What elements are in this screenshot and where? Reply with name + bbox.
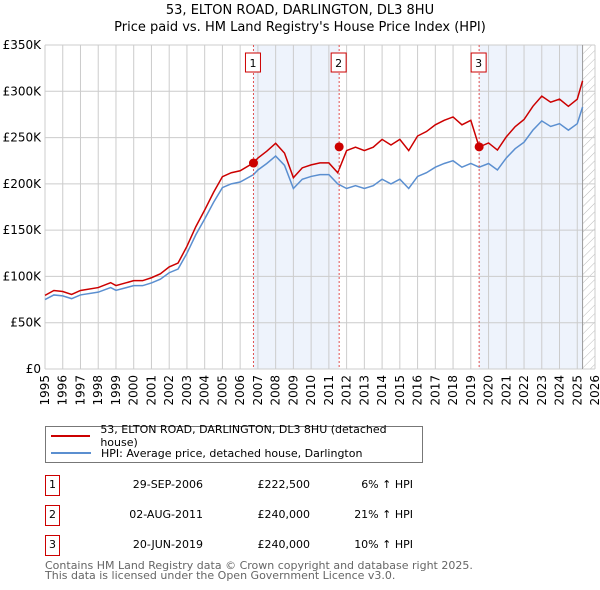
- x-tick-label: 2000: [127, 375, 141, 406]
- sale-marker-badge: 3: [45, 535, 60, 556]
- sale-date: 02-AUG-2011: [129, 508, 203, 521]
- footer-line-1: Contains HM Land Registry data © Crown c…: [45, 559, 473, 572]
- x-tick-label: 2003: [180, 375, 194, 406]
- x-tick-label: 2006: [233, 375, 247, 406]
- sale-point: [248, 158, 258, 168]
- chart-subtitle: Price paid vs. HM Land Registry's House …: [114, 20, 486, 35]
- x-tick-label: 2018: [446, 375, 460, 406]
- x-tick-label: 2001: [144, 375, 158, 406]
- x-tick-label: 2007: [251, 375, 265, 406]
- sale-label: 1: [249, 57, 256, 70]
- sale-marker-badge: 1: [45, 475, 60, 496]
- legend-price-label: 53, ELTON ROAD, DARLINGTON, DL3 8HU (det…: [100, 423, 387, 449]
- chart-title: 53, ELTON ROAD, DARLINGTON, DL3 8HU: [165, 3, 435, 18]
- legend-hpi-swatch: [51, 452, 91, 454]
- y-tick-label: £300K: [3, 84, 43, 98]
- x-tick-label: 1995: [38, 375, 52, 406]
- legend-price-swatch: [51, 435, 91, 437]
- sale-row: 3 20-JUN-2019 £240,000 10% ↑ HPI: [45, 535, 465, 557]
- x-tick-label: 2005: [215, 375, 229, 406]
- x-tick-label: 1997: [73, 375, 87, 406]
- future-hatch: [582, 45, 595, 369]
- sale-date: 29-SEP-2006: [132, 478, 203, 491]
- x-tick-label: 2002: [162, 375, 176, 406]
- sale-marker-badge: 2: [45, 505, 60, 526]
- sale-hpi-change: 21% ↑ HPI: [354, 508, 413, 521]
- x-tick-label: 2023: [535, 375, 549, 406]
- x-tick-label: 2024: [553, 375, 567, 406]
- sale-point: [334, 142, 344, 152]
- x-tick-label: 2016: [411, 375, 425, 406]
- legend: 53, ELTON ROAD, DARLINGTON, DL3 8HU (det…: [45, 423, 423, 463]
- x-tick-label: 2010: [304, 375, 318, 406]
- x-tick-label: 2026: [588, 375, 600, 406]
- y-tick-label: £100K: [3, 269, 43, 283]
- sale-label-box: [470, 52, 487, 73]
- shaded-period-2: [479, 45, 583, 369]
- x-tick-label: 1998: [91, 375, 105, 406]
- x-tick-label: 2019: [464, 375, 478, 406]
- y-tick-label: £50K: [10, 316, 42, 330]
- x-tick-label: 2014: [375, 375, 389, 406]
- sale-label: 2: [335, 57, 342, 70]
- x-tick-label: 2021: [499, 375, 513, 406]
- sale-price: £240,000: [257, 538, 311, 551]
- hpi-line: [44, 106, 584, 301]
- x-tick-label: 2013: [357, 375, 371, 406]
- sale-hpi-change: 10% ↑ HPI: [354, 538, 413, 551]
- price-chart: 1995 1996 1997 1998 1999 2000 2001 2002 2003 2004…: [3, 38, 600, 406]
- x-tick-label: 2004: [198, 375, 212, 406]
- sale-date: 20-JUN-2019: [132, 538, 203, 551]
- sale-price: £240,000: [257, 508, 311, 521]
- sale-hpi-change: 6% ↑ HPI: [361, 478, 413, 491]
- y-tick-label: £250K: [3, 131, 43, 145]
- x-tick-label: 2008: [269, 375, 283, 406]
- shaded-period-1: [253, 45, 340, 369]
- y-tick-label: £350K: [3, 38, 43, 52]
- footer: Contains HM Land Registry data © Crown c…: [45, 559, 473, 582]
- footer-line-2: This data is licensed under the Open Gov…: [45, 569, 396, 582]
- x-tick-label: 2011: [322, 375, 336, 406]
- sale-row: 2 02-AUG-2011 £240,000 21% ↑ HPI: [45, 505, 465, 527]
- x-tick-label: 2017: [428, 375, 442, 406]
- price-line: [44, 80, 584, 297]
- legend-hpi-label: HPI: Average price, detached house, Darl…: [101, 446, 363, 460]
- x-tick-label: 2015: [393, 375, 407, 406]
- x-tick-label: 2022: [517, 375, 531, 406]
- y-tick-label: £150K: [3, 223, 43, 237]
- sale-price: £222,500: [257, 478, 311, 491]
- y-tick-label: £0: [26, 362, 41, 376]
- sale-label-box: [244, 52, 261, 73]
- sale-point: [474, 142, 484, 152]
- x-tick-label: 2020: [482, 375, 496, 406]
- x-tick-label: 1999: [109, 375, 123, 406]
- x-tick-label: 2012: [340, 375, 354, 406]
- x-tick-label: 1996: [56, 375, 70, 406]
- sale-label: 3: [475, 57, 482, 70]
- x-tick-label: 2025: [570, 375, 584, 406]
- x-tick-label: 2009: [286, 375, 300, 406]
- sale-label-box: [330, 52, 347, 73]
- sale-row: 1 29-SEP-2006 £222,500 6% ↑ HPI: [45, 475, 465, 497]
- y-tick-label: £200K: [3, 177, 43, 191]
